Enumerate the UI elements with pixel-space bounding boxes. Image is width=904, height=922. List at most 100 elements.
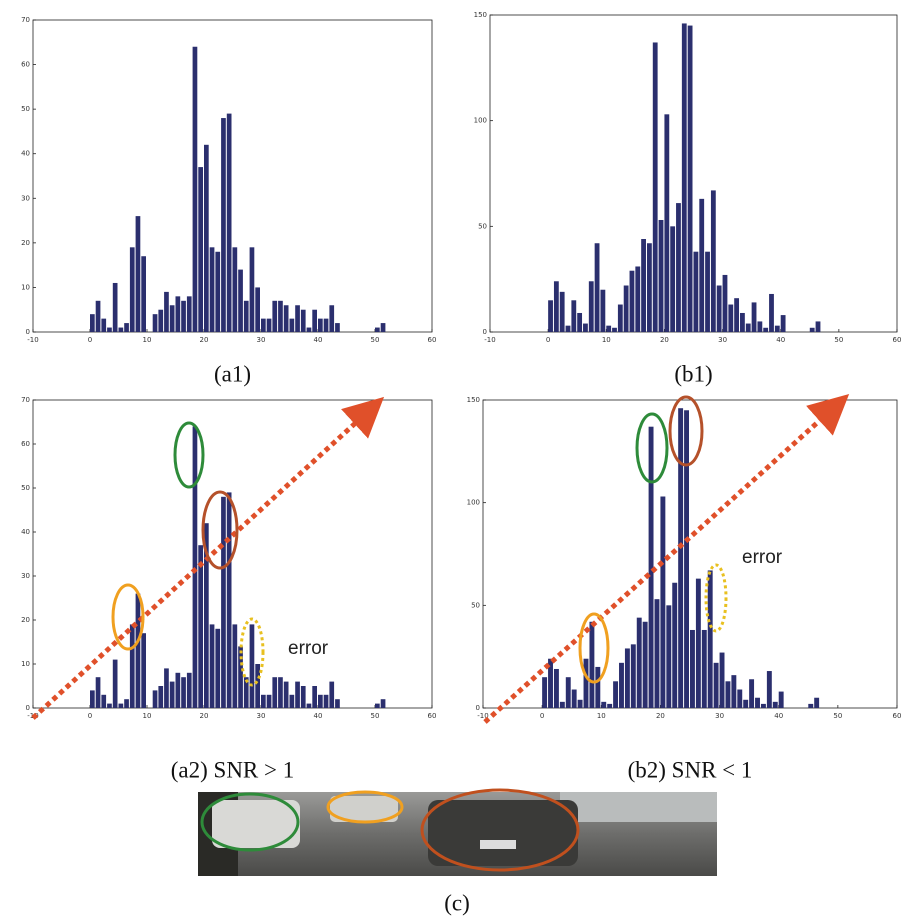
bar: [238, 269, 243, 332]
y-tick-label: 20: [21, 616, 30, 624]
annotation: error: [288, 638, 329, 659]
bar: [778, 691, 784, 708]
x-tick-label: 20: [656, 712, 665, 720]
y-tick-label: 0: [26, 704, 30, 712]
bar: [141, 633, 146, 708]
y-tick-label: 150: [467, 396, 480, 404]
bar: [658, 219, 664, 332]
car: [330, 796, 398, 822]
x-tick-label: 50: [371, 712, 380, 720]
annotations: error error: [31, 393, 850, 724]
bar: [565, 325, 571, 332]
plate: [480, 840, 516, 849]
bar: [814, 697, 820, 708]
bar: [221, 118, 226, 332]
bar: [769, 293, 774, 332]
bar: [186, 672, 192, 708]
bar: [318, 318, 323, 332]
x-tick-label: -10: [477, 712, 488, 720]
x-tick-label: 20: [200, 712, 209, 720]
highlight: [635, 412, 669, 484]
bar: [676, 203, 681, 332]
x-tick-label: 10: [143, 336, 152, 344]
bar: [141, 256, 146, 332]
bar: [238, 646, 243, 708]
bar: [588, 281, 594, 332]
x-tick-label: 40: [314, 712, 323, 720]
bar: [600, 289, 606, 332]
bar: [687, 25, 693, 333]
bar: [612, 327, 617, 332]
x-tick-label: -10: [27, 336, 38, 344]
bar: [619, 662, 624, 708]
bar: [375, 327, 380, 332]
bar: [559, 291, 565, 332]
x-tick-label: 60: [893, 712, 902, 720]
bar: [232, 624, 238, 708]
x-tick-label: 40: [776, 336, 785, 344]
y-tick-label: 10: [21, 660, 30, 668]
bar: [232, 247, 238, 332]
bar: [722, 274, 728, 332]
bar: [181, 677, 186, 708]
bar: [90, 314, 95, 332]
bar: [135, 593, 141, 708]
bar: [101, 694, 107, 708]
bar: [152, 690, 158, 708]
bar: [101, 318, 107, 332]
bar: [312, 686, 317, 708]
bar: [226, 113, 232, 332]
bar: [660, 496, 666, 708]
bar: [583, 658, 589, 708]
bar: [629, 270, 635, 332]
bar: [243, 677, 249, 708]
x-tick-label: 60: [428, 336, 437, 344]
x-tick-label: 50: [833, 712, 842, 720]
bar: [809, 327, 815, 332]
bar: [169, 305, 175, 332]
bar: [760, 703, 766, 708]
bar: [198, 545, 203, 708]
y-tick-label: 10: [21, 283, 30, 291]
highlight: [668, 395, 704, 467]
bar: [606, 325, 612, 332]
bar: [255, 287, 260, 332]
bar: [553, 281, 559, 332]
highlight: [704, 563, 728, 633]
bar: [375, 703, 380, 708]
bar: [670, 226, 676, 332]
arrow: [483, 393, 850, 724]
bar: [164, 291, 169, 332]
bar: [654, 599, 660, 708]
y-tick-label: 0: [476, 704, 480, 712]
annotation: error: [742, 547, 783, 568]
bar: [272, 300, 278, 332]
y-tick-label: 50: [21, 484, 30, 492]
caption: (b2) SNR < 1: [628, 757, 753, 782]
bar: [684, 410, 689, 708]
x-tick-label: 20: [660, 336, 669, 344]
x-tick-label: 40: [314, 336, 323, 344]
bar: [577, 312, 583, 332]
bar: [652, 42, 658, 333]
bar: [731, 675, 737, 708]
bar: [323, 318, 329, 332]
bar: [755, 697, 760, 708]
bar: [571, 300, 577, 332]
bar: [728, 304, 734, 332]
y-tick-label: 60: [21, 61, 30, 69]
bar: [725, 681, 731, 708]
bar: [186, 296, 192, 332]
bar: [181, 300, 186, 332]
bar: [601, 701, 607, 708]
bar: [249, 624, 255, 708]
bar: [553, 668, 559, 708]
x-tick-label: 60: [428, 712, 437, 720]
bar: [261, 318, 266, 332]
caption: (b1): [674, 361, 712, 386]
bar: [542, 677, 548, 708]
bar: [617, 304, 623, 332]
highlight: [578, 612, 610, 684]
caption: (c): [444, 890, 470, 915]
bar: [380, 699, 386, 708]
